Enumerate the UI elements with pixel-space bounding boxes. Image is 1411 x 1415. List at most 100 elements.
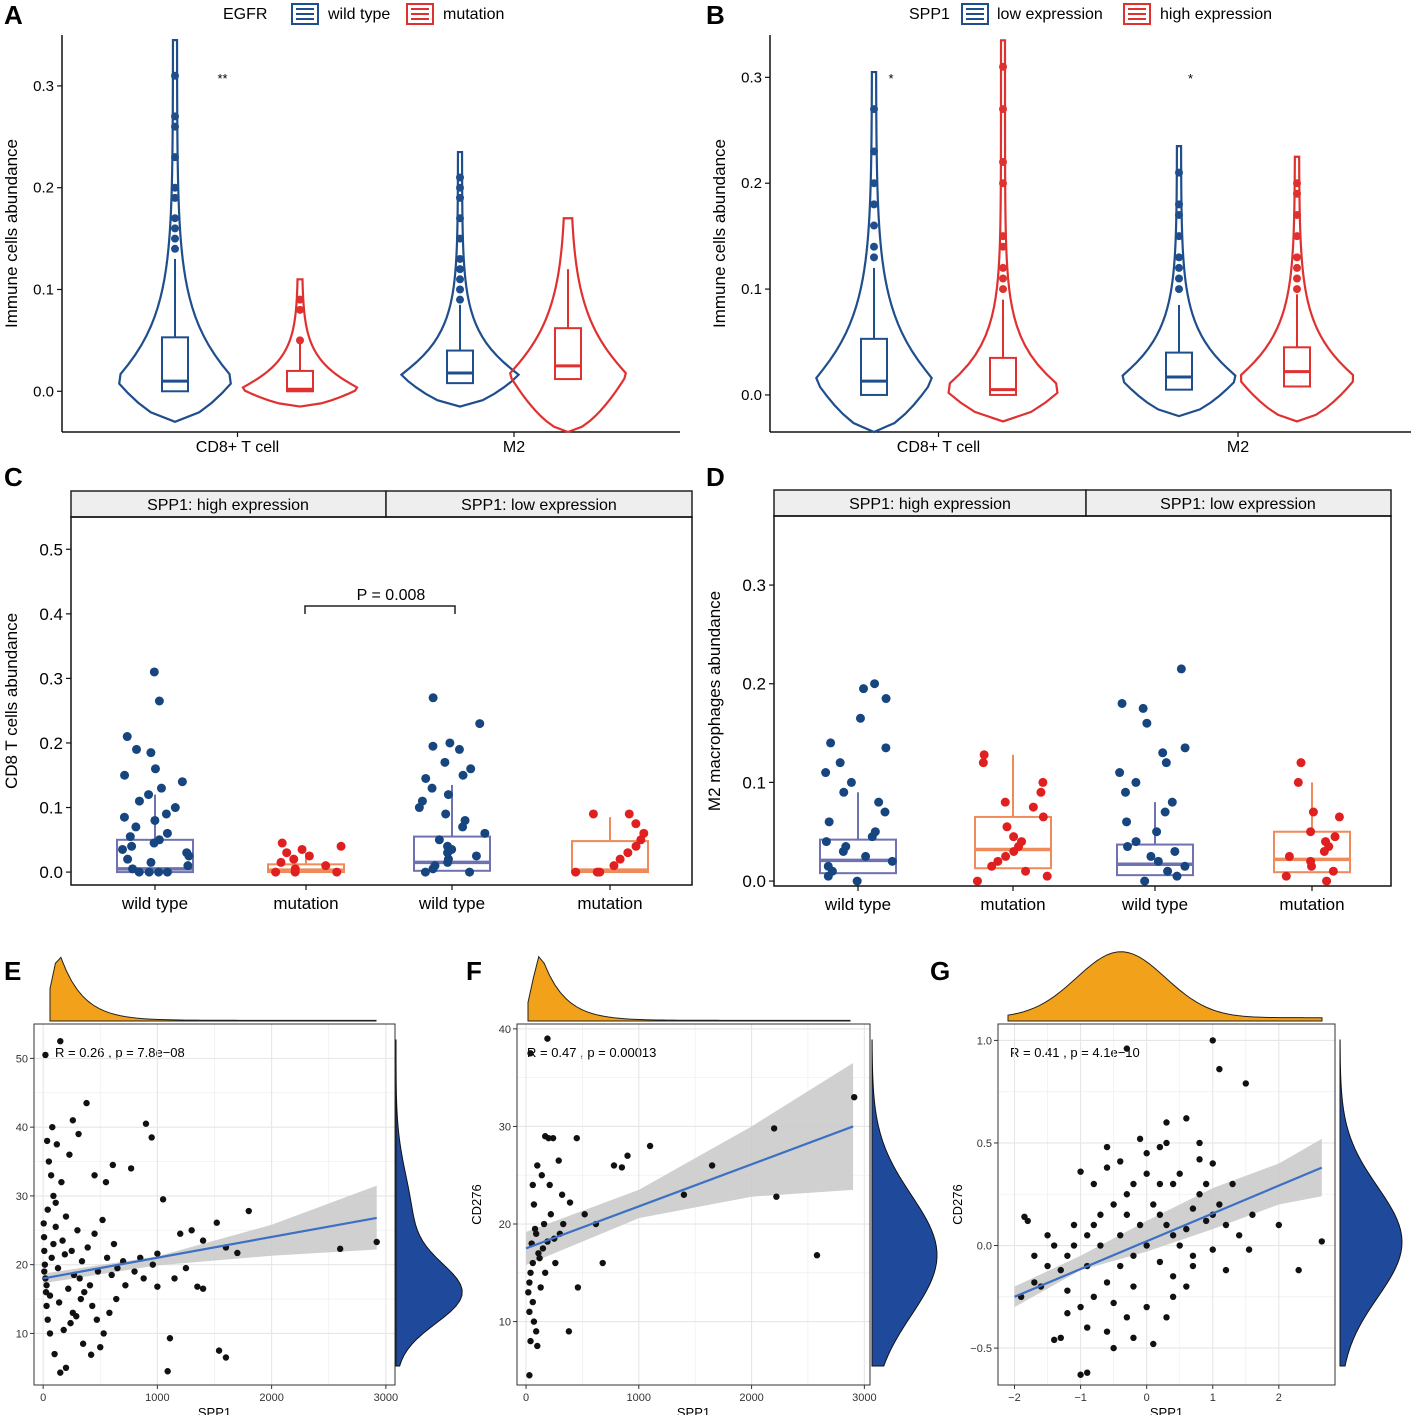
scatter-point-e bbox=[93, 1316, 101, 1323]
plot-frame-f bbox=[516, 1023, 871, 1386]
scatter-point-f bbox=[773, 1193, 780, 1200]
legend-key-wildtype-icon bbox=[291, 3, 319, 25]
scatter-point-g bbox=[1156, 1211, 1164, 1218]
scatter-point-e bbox=[110, 1240, 118, 1248]
scatter-point-f bbox=[599, 1259, 606, 1267]
data-point-d bbox=[1038, 777, 1048, 787]
data-point-c bbox=[434, 835, 444, 845]
scatter-point-g bbox=[1209, 1246, 1216, 1253]
scatter-point-f bbox=[560, 1220, 567, 1228]
y-tick-label-a: 0.1 bbox=[33, 281, 54, 298]
data-point-c bbox=[623, 848, 633, 858]
scatter-point-e bbox=[75, 1130, 82, 1138]
data-point-d bbox=[972, 876, 982, 886]
scatter-point-g bbox=[1235, 1232, 1243, 1239]
legend-b: SPP1 low expression high expression bbox=[909, 3, 1272, 25]
data-point-c bbox=[132, 744, 142, 754]
outlier-point-b bbox=[1293, 189, 1301, 198]
facet-label-c-high: SPP1: high expression bbox=[147, 497, 309, 514]
scatter-point-f bbox=[546, 1181, 553, 1189]
x-tick-label-d: wild type bbox=[1121, 895, 1188, 914]
scatter-point-f bbox=[530, 1201, 538, 1208]
x-tick-label-g: −1 bbox=[1074, 1392, 1087, 1404]
scatter-point-e bbox=[58, 1178, 65, 1186]
scatter-point-f bbox=[708, 1162, 716, 1169]
x-axis-label-e: SPP1 bbox=[198, 1405, 231, 1415]
scatter-point-f bbox=[541, 1269, 549, 1276]
scatter-point-e bbox=[54, 1264, 62, 1272]
data-point-d bbox=[852, 876, 862, 886]
outlier-point-a bbox=[171, 183, 179, 192]
x-tick-label-e: 1000 bbox=[145, 1392, 169, 1404]
scatter-point-g bbox=[1216, 1201, 1223, 1208]
scatter-point-e bbox=[103, 1254, 111, 1261]
data-point-c bbox=[631, 841, 641, 851]
data-point-d bbox=[1334, 812, 1344, 822]
scatter-point-f bbox=[529, 1259, 536, 1267]
scatter-point-g bbox=[1103, 1164, 1111, 1171]
data-point-d bbox=[1115, 768, 1125, 778]
data-point-c bbox=[120, 770, 130, 780]
scatter-point-f bbox=[540, 1220, 548, 1228]
y-tick-label-d: 0.3 bbox=[742, 576, 766, 595]
scatter-point-f bbox=[851, 1093, 858, 1101]
outlier-point-b bbox=[1293, 274, 1301, 283]
data-point-d bbox=[1160, 807, 1170, 817]
legend-key-high-expression-icon bbox=[1123, 3, 1151, 25]
scatter-point-f bbox=[535, 1250, 542, 1257]
scatter-point-g bbox=[1103, 1143, 1111, 1151]
data-point-d bbox=[823, 871, 833, 881]
data-point-d bbox=[1117, 698, 1127, 708]
scatter-point-f bbox=[529, 1298, 536, 1306]
x-tick-label-e: 3000 bbox=[374, 1392, 398, 1404]
data-point-c bbox=[161, 809, 171, 819]
scatter-point-f bbox=[534, 1342, 541, 1350]
scatter-point-e bbox=[81, 1288, 88, 1296]
y-tick-label-e: 40 bbox=[16, 1122, 28, 1134]
outlier-point-b bbox=[999, 62, 1007, 71]
outlier-point-b bbox=[870, 105, 878, 114]
data-point-d bbox=[1021, 866, 1031, 876]
scatter-point-g bbox=[1163, 1119, 1170, 1126]
x-tick-label-f: 2000 bbox=[739, 1392, 763, 1404]
scatter-point-f bbox=[618, 1164, 626, 1171]
scatter-point-g bbox=[1057, 1266, 1064, 1274]
y-tick-label-a: 0.3 bbox=[33, 78, 54, 95]
outlier-point-b bbox=[999, 158, 1007, 167]
data-point-c bbox=[297, 844, 307, 854]
scatter-point-e bbox=[50, 1192, 57, 1200]
legend-key-mutation-icon bbox=[406, 3, 434, 25]
data-point-c bbox=[127, 841, 137, 851]
scatter-point-e bbox=[149, 1261, 157, 1268]
data-point-d bbox=[1122, 842, 1132, 852]
scatter-point-f bbox=[646, 1142, 654, 1150]
y-tick-label-c: 0.1 bbox=[39, 799, 63, 818]
outlier-point-a bbox=[171, 153, 179, 162]
data-point-c bbox=[475, 719, 485, 729]
y-tick-label-d: 0.2 bbox=[742, 675, 766, 694]
data-point-d bbox=[874, 797, 884, 807]
scatter-point-g bbox=[1136, 1221, 1144, 1229]
scatter-point-g bbox=[1130, 1180, 1137, 1188]
box-d-2 bbox=[1116, 843, 1194, 877]
scatter-point-g bbox=[1123, 1211, 1131, 1218]
scatter-point-e bbox=[42, 1051, 49, 1059]
data-point-c bbox=[336, 841, 346, 851]
scatter-point-e bbox=[51, 1350, 58, 1358]
scatter-point-e bbox=[43, 1282, 50, 1289]
data-point-d bbox=[1328, 866, 1338, 876]
box-c-3 bbox=[571, 840, 649, 874]
y-axis-label-d: M2 macrophages abundance bbox=[705, 591, 724, 811]
scatter-point-f bbox=[531, 1225, 539, 1233]
scatter-point-f bbox=[680, 1191, 688, 1198]
scatter-point-f bbox=[770, 1125, 778, 1132]
scatter-point-e bbox=[83, 1099, 90, 1107]
scatter-point-e bbox=[59, 1237, 66, 1244]
scatter-point-e bbox=[213, 1219, 220, 1226]
violin-b-2 bbox=[1121, 145, 1237, 418]
legend-key-low-expression-icon bbox=[961, 3, 989, 25]
data-point-c bbox=[421, 773, 431, 783]
data-point-d bbox=[821, 768, 831, 778]
scatter-point-f bbox=[547, 1211, 555, 1218]
legend-label-wildtype: wild type bbox=[327, 6, 390, 23]
